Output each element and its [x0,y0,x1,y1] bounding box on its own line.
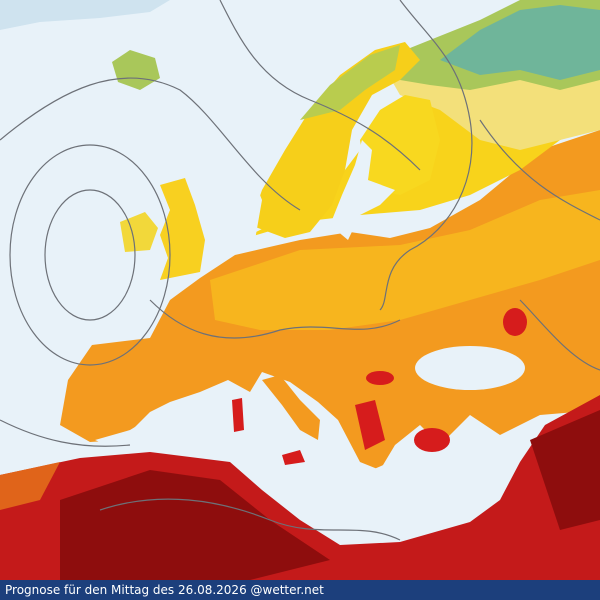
caption-bar: Prognose für den Mittag des 26.08.2026 @… [0,580,600,600]
temperature-map [0,0,600,580]
caption: Prognose für den Mittag des 26.08.2026 @… [5,583,324,597]
